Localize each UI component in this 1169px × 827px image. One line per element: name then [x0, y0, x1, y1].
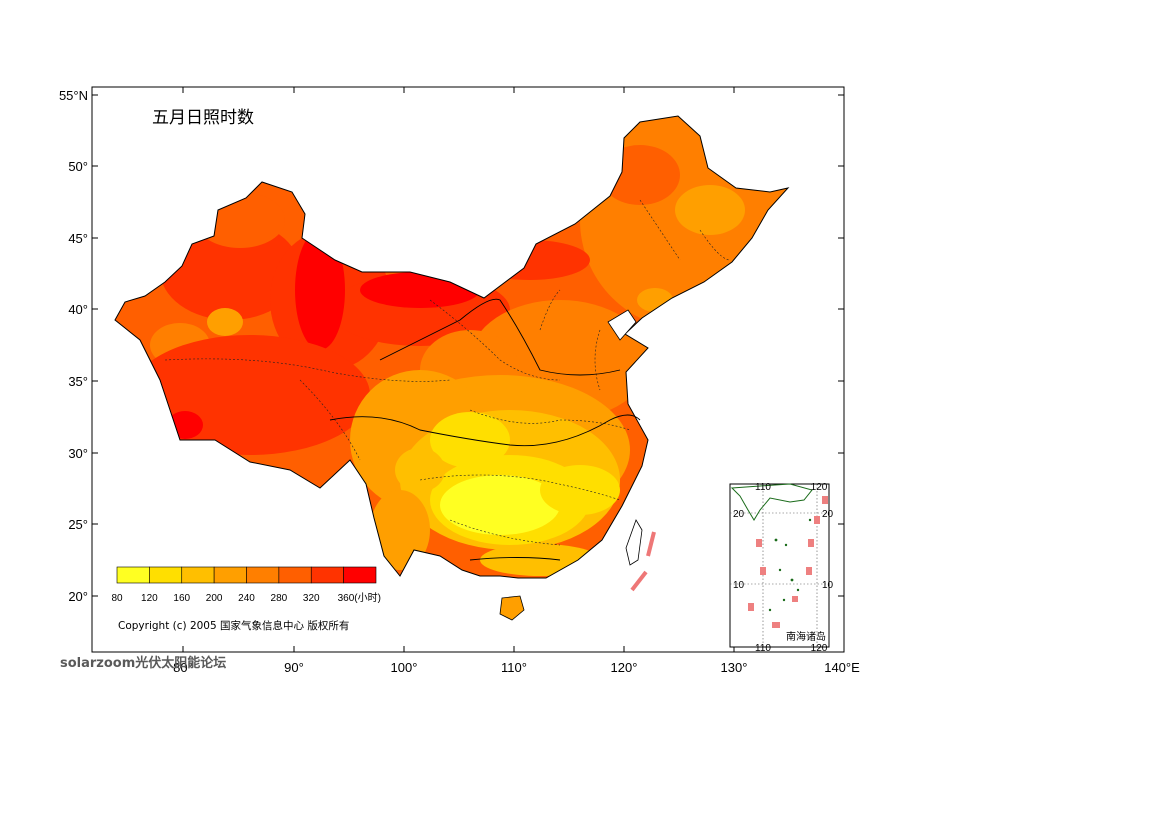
lat-label: 40°	[68, 302, 88, 317]
south-china-sea-inset: 110 120 110 120 20 10 20 10 南海诸岛	[729, 482, 834, 654]
lon-label: 140°E	[824, 660, 860, 675]
longitude-labels: 80° 90° 100° 110° 120° 130° 140°E	[173, 660, 860, 675]
inset-lon-label: 110	[755, 643, 771, 654]
left-axis-ticks	[92, 94, 844, 597]
inset-lat-label: 10	[822, 580, 834, 591]
bohai-sea	[607, 309, 637, 341]
china-sunshine-field	[115, 116, 788, 578]
legend-swatch	[278, 566, 312, 584]
inset-lon-label: 120	[811, 643, 828, 654]
legend-value-label: 200	[206, 593, 223, 604]
legend-value-label: 120	[141, 593, 158, 604]
hainan-island	[499, 595, 525, 621]
lon-label: 120°	[611, 660, 638, 675]
rivers	[329, 298, 641, 561]
inset-lat-label: 10	[733, 580, 745, 591]
legend-swatch	[213, 566, 247, 584]
legend-swatch	[116, 566, 150, 584]
legend-swatch	[310, 566, 344, 584]
inset-frame	[729, 483, 830, 648]
lon-label: 100°	[391, 660, 418, 675]
latitude-labels: 55°N 50° 45° 40° 35° 30° 25° 20°	[59, 88, 88, 604]
legend-value-label: 80	[111, 593, 123, 604]
lat-label: 20°	[68, 589, 88, 604]
lat-label: 30°	[68, 446, 88, 461]
map-frame	[91, 86, 845, 653]
legend-swatch	[149, 566, 183, 584]
lon-label: 80°	[173, 660, 193, 675]
inset-lat-label: 20	[733, 509, 745, 520]
legend-value-label: 280	[271, 593, 288, 604]
bottom-axis-ticks	[182, 87, 735, 652]
inset-lat-label: 20	[822, 509, 834, 520]
lat-label: 55°N	[59, 88, 88, 103]
inset-caption: 南海诸岛	[786, 630, 826, 643]
legend-value-label: 360(小时)	[338, 592, 381, 604]
lat-label: 25°	[68, 517, 88, 532]
lat-label: 45°	[68, 231, 88, 246]
legend: 80 120 160 200 240 280 320 360(小时)	[111, 566, 381, 604]
lon-label: 110°	[501, 660, 527, 675]
inset-lon-label: 110	[755, 482, 771, 493]
watermark: solarzoom光伏太阳能论坛	[60, 655, 226, 671]
legend-swatch	[343, 566, 377, 584]
legend-value-label: 160	[173, 593, 190, 604]
lat-label: 50°	[68, 159, 88, 174]
province-borders	[164, 199, 731, 546]
inset-islands	[768, 518, 812, 612]
lon-label: 90°	[284, 660, 304, 675]
copyright-text: Copyright (c) 2005 国家气象信息中心 版权所有	[118, 619, 349, 632]
offshore-boundary	[630, 531, 656, 592]
legend-swatch	[181, 566, 215, 584]
map-title: 五月日照时数	[152, 108, 254, 128]
inset-lon-label: 120	[811, 482, 828, 493]
legend-value-label: 240	[238, 593, 255, 604]
taiwan-island	[625, 519, 643, 566]
legend-value-label: 320	[303, 593, 320, 604]
lat-label: 35°	[68, 374, 88, 389]
inset-boundary-dashes	[748, 496, 828, 628]
legend-swatch	[246, 566, 280, 584]
inset-coastline	[730, 483, 813, 521]
lon-label: 130°	[721, 660, 748, 675]
